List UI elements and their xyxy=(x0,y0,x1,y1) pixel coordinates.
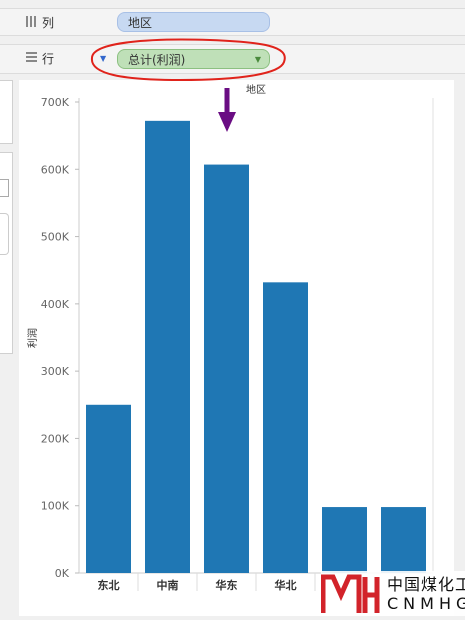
y-tick-label: 100K xyxy=(41,500,70,513)
side-panel-middle xyxy=(0,152,13,354)
y-tick-label: 500K xyxy=(41,231,70,244)
bar[interactable] xyxy=(145,120,190,573)
columns-shelf: 列 地区 xyxy=(0,8,465,36)
category-label: 东北 xyxy=(98,578,120,592)
side-panel-top xyxy=(0,80,13,144)
side-panel-checkbox[interactable] xyxy=(0,179,9,197)
profit-row-pill-label: 总计(利润) xyxy=(128,53,186,67)
columns-icon xyxy=(26,16,36,27)
bar[interactable] xyxy=(86,404,131,573)
y-tick-label: 600K xyxy=(41,163,70,176)
y-tick-label: 0K xyxy=(55,567,70,580)
region-column-pill[interactable]: 地区 xyxy=(117,12,270,32)
chart-area: 地区利润 0K 100K 200K 300K 400K 500K 600K 700K 东北 中南 华东… xyxy=(19,80,454,616)
region-header-label: 地区 xyxy=(246,83,266,96)
logo-chinese-text: 中国煤化工 xyxy=(387,575,465,594)
category-label: 华东 xyxy=(216,578,238,592)
logo-english-text: CNMHG xyxy=(387,594,465,613)
y-tick-label: 200K xyxy=(41,432,70,445)
y-axis-title: 利润 xyxy=(26,328,39,348)
category-label: 中南 xyxy=(157,578,179,592)
bar[interactable] xyxy=(263,282,308,573)
bar[interactable] xyxy=(381,507,426,573)
y-tick-label: 700K xyxy=(41,96,70,109)
pill-dropdown-icon[interactable]: ▼ xyxy=(254,55,261,64)
y-tick-label: 400K xyxy=(41,298,70,311)
side-panel-box xyxy=(0,213,9,255)
category-label: 华北 xyxy=(275,578,297,592)
logo-mark-icon xyxy=(320,574,380,613)
rows-icon xyxy=(26,52,37,62)
bar[interactable] xyxy=(204,164,249,573)
y-tick-label: 300K xyxy=(41,365,70,378)
rows-shelf-label: 行 xyxy=(42,52,55,66)
watermark-logo: 中国煤化工 CNMHG xyxy=(320,571,465,616)
rows-shelf: 行 ▼ 总计(利润) ▼ xyxy=(0,44,465,74)
shelf-dropdown-icon[interactable]: ▼ xyxy=(100,54,107,63)
columns-shelf-label: 列 xyxy=(42,16,55,30)
bar[interactable] xyxy=(322,507,367,573)
profit-row-pill[interactable]: 总计(利润) ▼ xyxy=(117,49,270,69)
